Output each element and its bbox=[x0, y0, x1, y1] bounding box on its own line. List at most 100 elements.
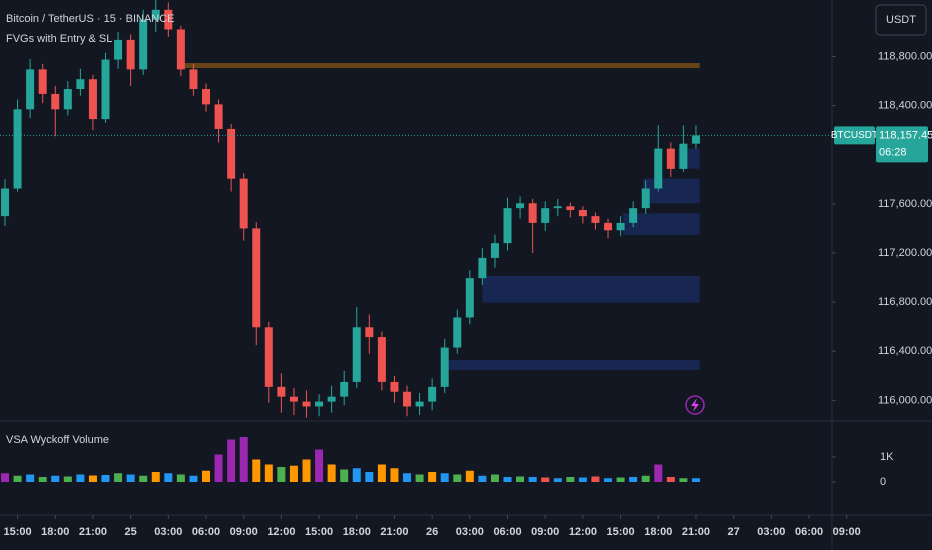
volume-tick-label: 1K bbox=[880, 451, 894, 463]
volume-bar bbox=[604, 478, 613, 482]
volume-bar bbox=[114, 473, 123, 482]
candle-body bbox=[13, 109, 22, 189]
volume-bar bbox=[151, 472, 160, 482]
candle-body bbox=[139, 19, 148, 70]
volume-bar bbox=[76, 474, 85, 482]
y-tick-label: 118,400.00 bbox=[878, 100, 932, 112]
candle-body bbox=[516, 203, 525, 209]
candle-body bbox=[503, 208, 512, 244]
volume-bar bbox=[591, 476, 600, 482]
x-tick-label: 15:00 bbox=[3, 526, 31, 538]
fvg-zone bbox=[643, 178, 700, 204]
candle-body bbox=[641, 188, 650, 209]
volume-bar bbox=[88, 475, 97, 482]
x-tick-label: 09:00 bbox=[230, 526, 258, 538]
volume-bar bbox=[239, 437, 248, 482]
candle-body bbox=[679, 143, 688, 169]
x-tick-label: 18:00 bbox=[644, 526, 672, 538]
currency-button[interactable] bbox=[875, 4, 927, 36]
candle-body bbox=[578, 210, 587, 217]
x-tick-label: 27 bbox=[728, 526, 740, 538]
x-tick-label: 21:00 bbox=[79, 526, 107, 538]
volume-bar bbox=[302, 459, 311, 482]
volume-bar bbox=[327, 464, 336, 482]
candle-body bbox=[38, 69, 47, 94]
candle-body bbox=[51, 93, 60, 110]
x-tick-label: 06:00 bbox=[192, 526, 220, 538]
currency-button-label[interactable]: USDT bbox=[886, 14, 916, 26]
candle-body bbox=[239, 178, 248, 229]
volume-bar bbox=[101, 475, 110, 482]
symbol-tag-label: BTCUSDT bbox=[831, 130, 878, 141]
last-price-label: 118,157.45 bbox=[879, 129, 932, 141]
volume-bar bbox=[629, 477, 638, 482]
candle-body bbox=[327, 396, 336, 402]
volume-bar bbox=[202, 470, 211, 482]
volume-bar bbox=[415, 474, 424, 482]
volume-bar bbox=[490, 474, 499, 482]
candle-body bbox=[76, 79, 85, 90]
candle-body bbox=[440, 347, 449, 387]
volume-bar bbox=[428, 472, 437, 482]
y-tick-label: 118,800.00 bbox=[878, 50, 932, 62]
fvg-zone bbox=[482, 275, 700, 303]
symbol-tag bbox=[834, 126, 875, 145]
volume-tick-label: 0 bbox=[880, 476, 886, 488]
volume-bar bbox=[252, 459, 261, 482]
y-tick-label: 116,800.00 bbox=[878, 296, 932, 308]
candle-body bbox=[164, 9, 173, 30]
volume-bar bbox=[440, 473, 449, 482]
volume-bar bbox=[126, 474, 135, 482]
candle-body bbox=[377, 337, 386, 382]
volume-bar bbox=[465, 470, 474, 482]
volume-bar bbox=[277, 467, 286, 482]
symbol-title: Bitcoin / TetherUS · 15 · BINANCE bbox=[6, 13, 175, 25]
volume-bar bbox=[516, 476, 525, 482]
volume-bar bbox=[365, 472, 374, 482]
candle-body bbox=[604, 222, 613, 231]
candle-body bbox=[654, 148, 663, 189]
candle-body bbox=[340, 381, 349, 397]
x-tick-label: 21:00 bbox=[682, 526, 710, 538]
candle-body bbox=[63, 89, 72, 110]
candle-body bbox=[88, 79, 97, 120]
y-tick-label: 117,200.00 bbox=[878, 247, 932, 259]
candle-body bbox=[553, 206, 562, 209]
volume-bar bbox=[503, 477, 512, 482]
volume-bar bbox=[478, 475, 487, 482]
x-tick-label: 18:00 bbox=[41, 526, 69, 538]
candle-body bbox=[1, 188, 9, 217]
candle-body bbox=[541, 208, 550, 223]
plot-area bbox=[1, 0, 700, 418]
x-tick-label: 03:00 bbox=[154, 526, 182, 538]
x-tick-label: 15:00 bbox=[305, 526, 333, 538]
volume-bar bbox=[264, 464, 273, 482]
candle-body bbox=[352, 327, 361, 382]
volume-bar bbox=[63, 476, 72, 482]
alert-icon[interactable] bbox=[685, 395, 705, 415]
x-tick-label: 09:00 bbox=[531, 526, 559, 538]
candle-body bbox=[264, 327, 273, 387]
volume-bar bbox=[164, 473, 173, 482]
candle-body bbox=[26, 69, 35, 110]
volume-bar bbox=[289, 465, 298, 482]
volume-bar bbox=[139, 475, 148, 482]
candle-body bbox=[691, 135, 700, 144]
volume-bar bbox=[528, 477, 537, 482]
candle-body bbox=[315, 401, 324, 407]
volume-bar bbox=[679, 478, 688, 482]
candle-body bbox=[202, 89, 211, 105]
volume-bar bbox=[390, 468, 399, 482]
volume-bar bbox=[340, 469, 349, 482]
candle-body bbox=[666, 148, 675, 169]
volume-bar bbox=[13, 475, 22, 482]
candle-body bbox=[566, 206, 575, 210]
candle-body bbox=[415, 401, 424, 407]
volume-bar bbox=[541, 477, 550, 482]
volume-pane: 1K 0 bbox=[1, 437, 894, 488]
candle-body bbox=[390, 381, 399, 392]
volume-bar bbox=[553, 478, 562, 482]
